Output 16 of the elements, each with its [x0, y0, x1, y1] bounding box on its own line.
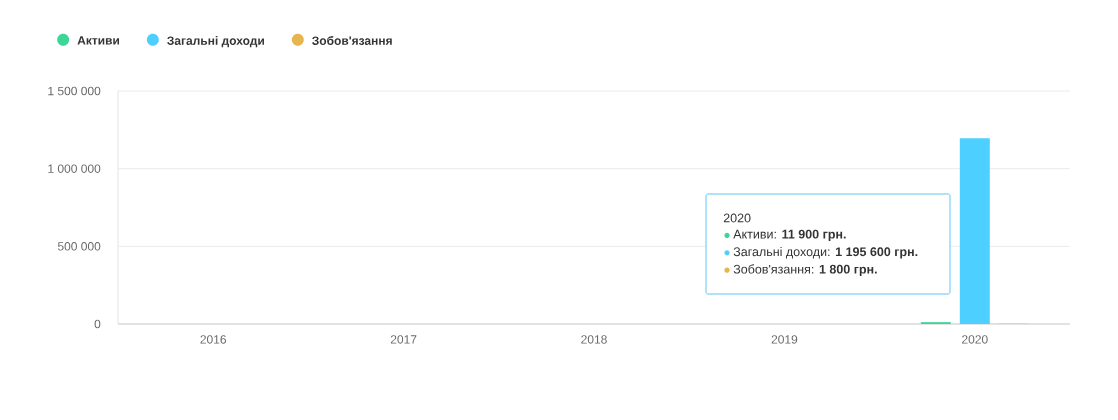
- x-tick-label: 2019: [771, 335, 798, 344]
- legend-label: Загальні доходи: [167, 36, 264, 48]
- y-tick-label: 500 000: [57, 242, 101, 251]
- x-tick-label: 2018: [581, 335, 607, 344]
- x-tick-label: 2020: [962, 335, 988, 344]
- y-tick-label: 0: [94, 319, 101, 329]
- annotation: Зобов'язання: 1 800 грн.: [733, 264, 877, 277]
- x-tick-label: 2017: [390, 335, 417, 344]
- legend-label: Активи: [77, 36, 120, 45]
- annotation: 2020: [723, 213, 751, 223]
- y-tick-label: 1 000 000: [48, 164, 101, 173]
- x-tick-label: 2016: [200, 335, 227, 344]
- annotation: Активи: 11 900 грн.: [733, 229, 846, 242]
- y-tick-label: 1 500 000: [48, 86, 101, 96]
- legend-label: Зобов'язання: [312, 36, 392, 45]
- annotation: Загальні доходи: 1 195 600 грн.: [733, 246, 918, 259]
